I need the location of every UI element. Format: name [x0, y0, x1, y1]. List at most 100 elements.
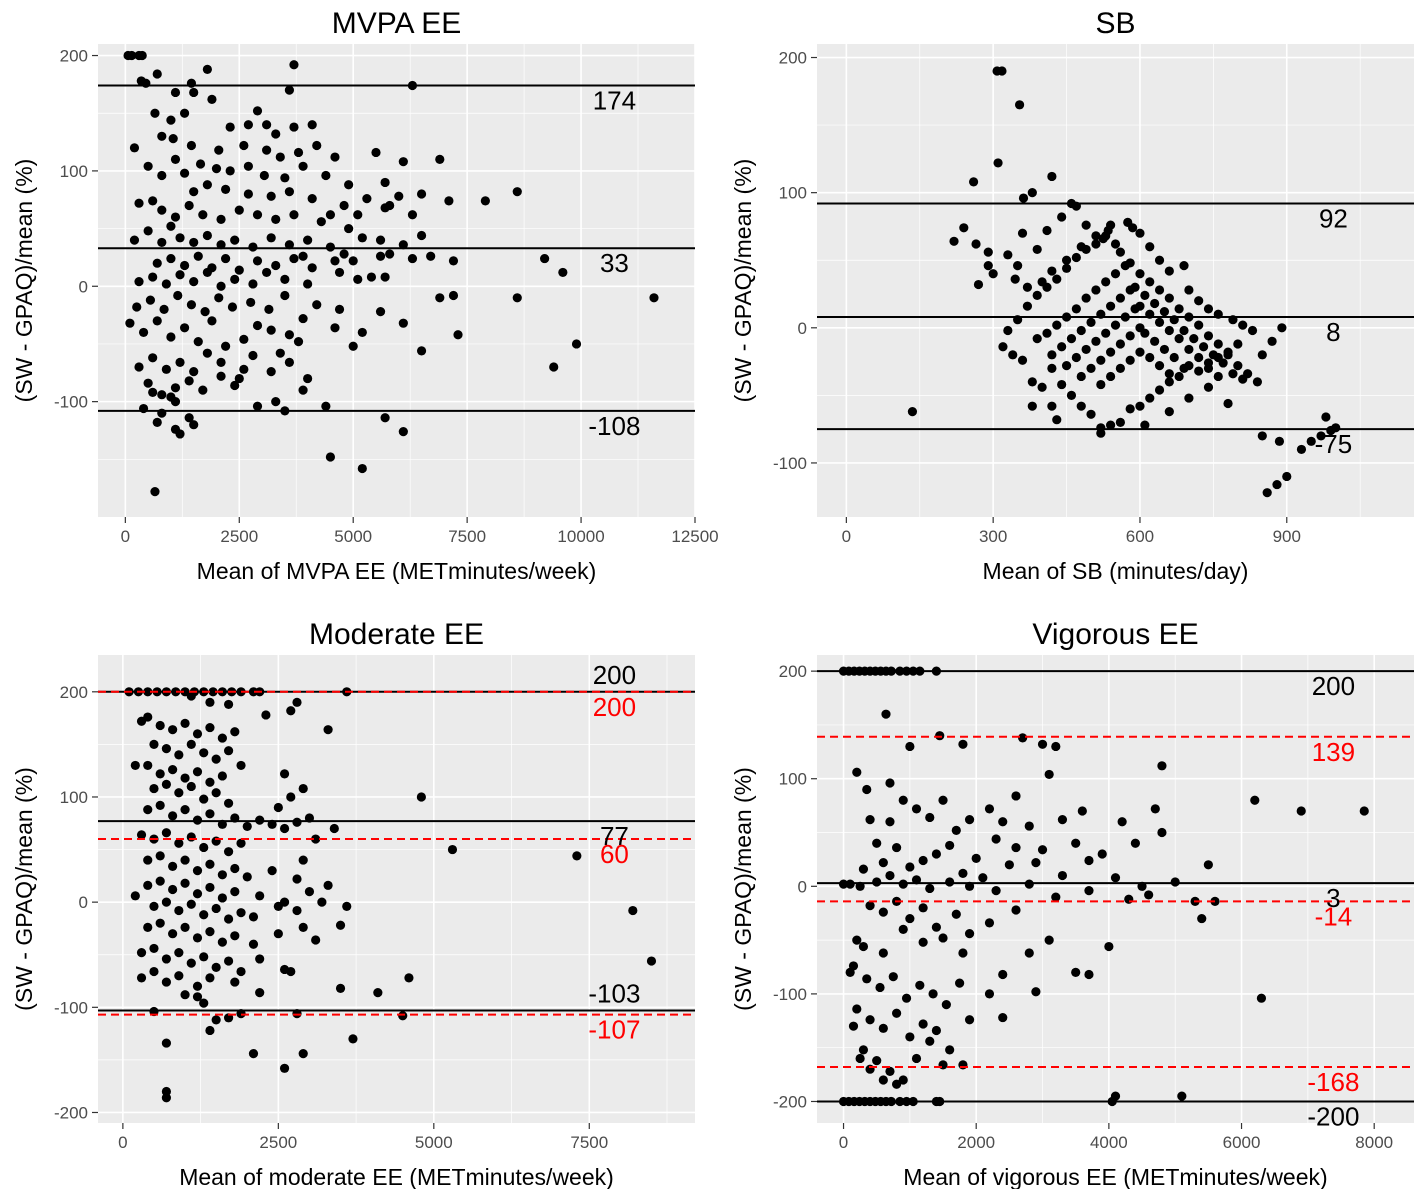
data-point	[1091, 231, 1101, 241]
data-point	[161, 1093, 172, 1103]
data-point	[1164, 369, 1174, 379]
data-point	[375, 307, 386, 317]
data-point	[155, 800, 165, 810]
data-point	[1052, 274, 1062, 284]
x-tick-label: 2500	[259, 1133, 297, 1152]
data-point	[329, 823, 339, 834]
data-point	[885, 870, 895, 881]
data-point	[1159, 306, 1170, 317]
data-point	[271, 260, 281, 271]
data-point	[958, 948, 968, 958]
data-point	[168, 884, 178, 895]
data-point	[1157, 761, 1167, 771]
data-point	[230, 727, 240, 737]
limit-line-label: 200	[593, 660, 636, 690]
data-point	[852, 935, 862, 945]
data-point	[321, 401, 331, 411]
data-point	[385, 249, 395, 259]
data-point	[1117, 817, 1127, 827]
data-point	[1145, 277, 1155, 287]
data-point	[279, 823, 290, 834]
data-point	[289, 60, 299, 70]
data-point	[1081, 220, 1091, 230]
data-point	[1071, 967, 1081, 977]
data-point	[321, 170, 331, 181]
x-axis-title: Mean of SB (minutes/day)	[983, 558, 1249, 584]
data-point	[293, 147, 304, 158]
data-point	[298, 251, 308, 261]
data-point	[1018, 193, 1029, 203]
data-point	[362, 193, 372, 204]
data-point	[1044, 769, 1054, 780]
data-point	[280, 290, 290, 301]
data-point	[1017, 355, 1028, 365]
data-point	[136, 716, 147, 726]
data-point	[964, 815, 975, 825]
data-point	[149, 966, 159, 977]
data-point	[174, 905, 184, 916]
limit-line-label: 8	[1326, 317, 1340, 347]
data-point	[968, 177, 979, 187]
data-point	[184, 200, 194, 211]
data-point	[1247, 325, 1258, 336]
data-point	[938, 795, 948, 805]
data-point	[1057, 815, 1068, 825]
data-point	[1262, 488, 1272, 498]
data-point	[1024, 821, 1034, 831]
data-point	[1031, 858, 1041, 868]
data-point	[289, 253, 299, 264]
data-point	[317, 897, 327, 907]
data-point	[334, 304, 345, 314]
data-point	[239, 334, 249, 344]
data-point	[252, 210, 263, 220]
data-point	[325, 210, 336, 220]
data-point	[205, 859, 215, 869]
data-point	[192, 933, 203, 943]
data-point	[211, 836, 221, 846]
plot-area	[817, 655, 1414, 1123]
data-point	[380, 272, 390, 282]
data-point	[143, 378, 153, 388]
data-point	[152, 258, 162, 268]
data-point	[925, 883, 935, 894]
panel-title: Moderate EE	[309, 618, 484, 651]
data-point	[179, 260, 190, 271]
data-point	[905, 1032, 915, 1042]
data-point	[1106, 420, 1116, 430]
data-point	[216, 371, 226, 381]
data-point	[1061, 361, 1072, 371]
limit-line-label: 139	[1312, 737, 1355, 767]
data-point	[1274, 436, 1285, 446]
data-point	[1124, 894, 1134, 904]
data-point	[1037, 739, 1048, 749]
limit-line-label: 33	[600, 248, 629, 278]
limit-line-label: 77	[600, 821, 629, 851]
data-point	[157, 390, 167, 400]
data-point	[878, 948, 888, 958]
y-tick-label: 0	[79, 277, 88, 296]
data-point	[1106, 220, 1116, 230]
data-point	[991, 834, 1001, 844]
x-tick-label: 7500	[448, 527, 486, 546]
data-point	[1135, 228, 1145, 238]
data-point	[941, 1000, 951, 1010]
data-point	[1272, 479, 1282, 490]
data-point	[1256, 993, 1267, 1003]
data-point	[1027, 401, 1037, 411]
data-point	[155, 918, 165, 928]
data-point	[205, 809, 215, 819]
data-point	[161, 828, 172, 838]
data-point	[1051, 892, 1061, 902]
data-point	[166, 221, 176, 231]
data-point	[155, 851, 165, 861]
data-point	[571, 339, 582, 349]
data-point	[875, 982, 885, 993]
data-point	[1047, 350, 1057, 360]
data-point	[223, 746, 234, 756]
limit-line-label: 200	[1312, 671, 1355, 701]
data-point	[262, 120, 272, 130]
data-point	[202, 180, 212, 190]
data-point	[159, 304, 169, 314]
data-point	[1277, 323, 1287, 333]
